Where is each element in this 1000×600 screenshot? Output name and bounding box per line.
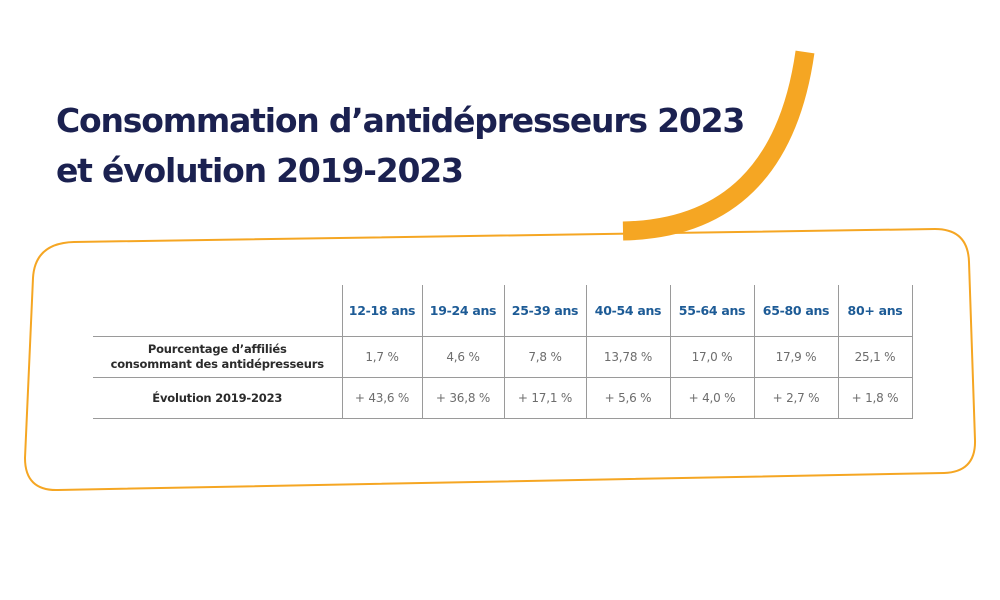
row-label-line-1: Pourcentage d’affiliés [147, 342, 287, 356]
corner-cell [93, 285, 342, 337]
data-table: 12-18 ans 19-24 ans 25-39 ans 40-54 ans … [93, 285, 913, 419]
table-cell: + 4,0 % [669, 377, 754, 419]
table-row: Pourcentage d’affiliés consommant des an… [93, 336, 913, 378]
table-cell: 17,9 % [753, 336, 838, 378]
table-cell: 7,8 % [503, 336, 586, 378]
table-cell: 17,0 % [669, 336, 754, 378]
table-cell: + 2,7 % [753, 377, 838, 419]
row-label-line-2: consommant des antidépresseurs [110, 357, 324, 371]
column-header: 55-64 ans [669, 285, 754, 337]
table-cell: + 5,6 % [585, 377, 670, 419]
table-cell: 25,1 % [837, 336, 913, 378]
table-cell: + 36,8 % [421, 377, 504, 419]
table-row: Évolution 2019-2023 + 43,6 % + 36,8 % + … [93, 377, 913, 419]
page-title: Consommation d’antidépresseurs 2023 et é… [56, 96, 745, 196]
orange-arc-swoosh [622, 50, 815, 241]
column-header: 19-24 ans [421, 285, 504, 337]
table-cell: + 17,1 % [503, 377, 586, 419]
column-header: 65-80 ans [753, 285, 838, 337]
header-row: 12-18 ans 19-24 ans 25-39 ans 40-54 ans … [93, 285, 913, 337]
column-header: 80+ ans [837, 285, 913, 337]
table-cell: 4,6 % [421, 336, 504, 378]
table-cell: + 1,8 % [837, 377, 913, 419]
row-label: Pourcentage d’affiliés consommant des an… [93, 336, 342, 378]
table-cell: 1,7 % [341, 336, 422, 378]
row-label: Évolution 2019-2023 [93, 377, 342, 419]
title-line-1: Consommation d’antidépresseurs 2023 [56, 101, 745, 140]
column-header: 12-18 ans [341, 285, 422, 337]
title-line-2: et évolution 2019-2023 [56, 151, 464, 190]
table-cell: 13,78 % [585, 336, 670, 378]
column-header: 40-54 ans [585, 285, 670, 337]
column-header: 25-39 ans [503, 285, 586, 337]
table-cell: + 43,6 % [341, 377, 422, 419]
rounded-frame-outline [23, 227, 977, 492]
